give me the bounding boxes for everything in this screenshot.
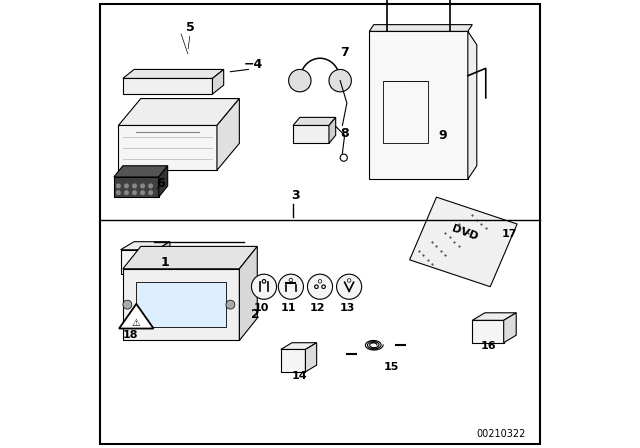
Polygon shape — [410, 197, 517, 287]
Polygon shape — [281, 349, 305, 372]
Circle shape — [278, 274, 303, 299]
Text: 11: 11 — [281, 303, 296, 313]
Polygon shape — [468, 31, 477, 179]
Circle shape — [289, 69, 311, 92]
Text: 14: 14 — [292, 370, 308, 380]
Polygon shape — [118, 125, 217, 170]
Polygon shape — [121, 242, 170, 250]
Polygon shape — [121, 250, 157, 274]
Polygon shape — [159, 166, 168, 197]
Circle shape — [132, 184, 136, 188]
Circle shape — [141, 184, 145, 188]
Text: 5: 5 — [186, 22, 195, 34]
Circle shape — [226, 300, 235, 309]
Bar — [136, 282, 226, 327]
Circle shape — [125, 184, 128, 188]
Polygon shape — [239, 246, 257, 340]
Polygon shape — [123, 269, 239, 340]
Text: 17: 17 — [502, 229, 517, 239]
Text: 8: 8 — [340, 127, 349, 140]
Text: 15: 15 — [384, 362, 399, 371]
Polygon shape — [114, 177, 159, 197]
Text: DVD: DVD — [450, 223, 479, 241]
Text: 3: 3 — [291, 190, 300, 202]
Polygon shape — [329, 117, 336, 143]
Circle shape — [141, 191, 145, 194]
Polygon shape — [118, 99, 239, 125]
Text: ⚠: ⚠ — [132, 318, 141, 327]
Circle shape — [149, 184, 152, 188]
Polygon shape — [123, 69, 224, 78]
Polygon shape — [472, 320, 504, 343]
Polygon shape — [114, 166, 168, 177]
Text: 6: 6 — [157, 177, 165, 190]
Text: −4: −4 — [244, 58, 263, 71]
Circle shape — [116, 191, 120, 194]
Polygon shape — [305, 343, 317, 372]
Polygon shape — [369, 31, 468, 179]
Circle shape — [337, 274, 362, 299]
Circle shape — [149, 191, 152, 194]
Polygon shape — [212, 69, 224, 94]
Text: 1: 1 — [161, 255, 170, 269]
Circle shape — [252, 274, 276, 299]
Text: 18: 18 — [123, 330, 138, 340]
Polygon shape — [123, 78, 212, 94]
Circle shape — [132, 191, 136, 194]
Circle shape — [307, 274, 333, 299]
Polygon shape — [157, 242, 170, 274]
Polygon shape — [293, 125, 329, 143]
Polygon shape — [472, 313, 516, 320]
Text: 10: 10 — [254, 303, 269, 313]
Circle shape — [125, 191, 128, 194]
Polygon shape — [119, 304, 154, 328]
Circle shape — [329, 69, 351, 92]
Polygon shape — [281, 343, 317, 349]
Text: 9: 9 — [439, 129, 447, 142]
Polygon shape — [293, 117, 336, 125]
Text: 12: 12 — [310, 303, 326, 313]
Circle shape — [116, 184, 120, 188]
Circle shape — [123, 300, 132, 309]
Text: 2: 2 — [251, 308, 259, 321]
Text: 00210322: 00210322 — [477, 429, 526, 439]
Polygon shape — [123, 246, 257, 269]
Text: 16: 16 — [480, 341, 496, 351]
Text: 7: 7 — [340, 46, 349, 59]
Text: 13: 13 — [339, 303, 355, 313]
Bar — [383, 81, 428, 143]
Polygon shape — [217, 99, 239, 170]
Polygon shape — [504, 313, 516, 343]
Polygon shape — [369, 25, 472, 31]
